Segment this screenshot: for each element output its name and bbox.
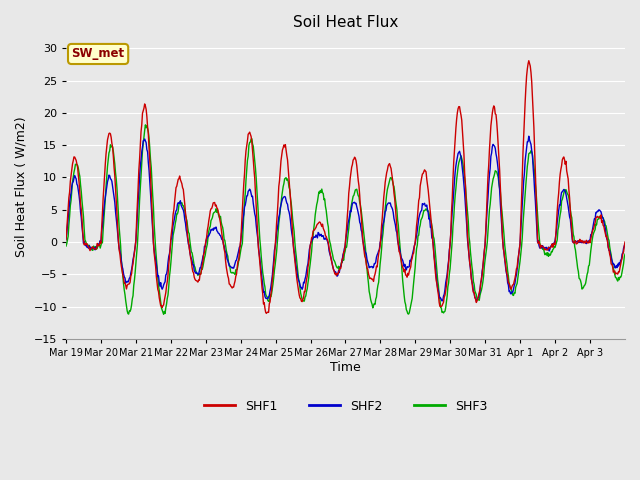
Line: SHF1: SHF1: [66, 60, 625, 313]
SHF1: [128, 271, 136, 277]
Text: SW_met: SW_met: [72, 48, 125, 60]
SHF1: [404, 270, 412, 276]
Legend: SHF1, SHF2, SHF3: SHF1, SHF2, SHF3: [199, 395, 492, 418]
Title: Soil Heat Flux: Soil Heat Flux: [292, 15, 398, 30]
SHF1: [258, 285, 266, 290]
SHF3: [621, 252, 629, 257]
SHF3: [260, 275, 268, 280]
Line: SHF3: SHF3: [66, 125, 625, 314]
SHF3: [232, 267, 239, 273]
SHF2: [230, 263, 238, 269]
SHF2: [525, 133, 532, 139]
SHF3: [404, 311, 412, 317]
SHF2: [472, 298, 480, 304]
SHF2: [62, 237, 70, 242]
SHF1: [621, 239, 629, 245]
X-axis label: Time: Time: [330, 361, 361, 374]
SHF1: [525, 58, 532, 63]
Y-axis label: Soil Heat Flux ( W/m2): Soil Heat Flux ( W/m2): [15, 117, 28, 257]
SHF2: [621, 240, 629, 246]
SHF1: [435, 300, 443, 305]
SHF3: [160, 312, 168, 317]
SHF1: [280, 142, 288, 148]
SHF3: [281, 176, 289, 182]
SHF1: [262, 311, 270, 316]
SHF2: [435, 288, 442, 293]
SHF2: [128, 267, 136, 273]
SHF2: [403, 264, 411, 269]
SHF1: [62, 237, 70, 243]
SHF2: [279, 195, 287, 201]
SHF1: [230, 281, 238, 287]
SHF2: [258, 276, 266, 281]
SHF3: [62, 243, 70, 249]
SHF3: [436, 296, 444, 302]
Line: SHF2: SHF2: [66, 136, 625, 301]
SHF3: [128, 302, 136, 308]
SHF3: [141, 122, 149, 128]
